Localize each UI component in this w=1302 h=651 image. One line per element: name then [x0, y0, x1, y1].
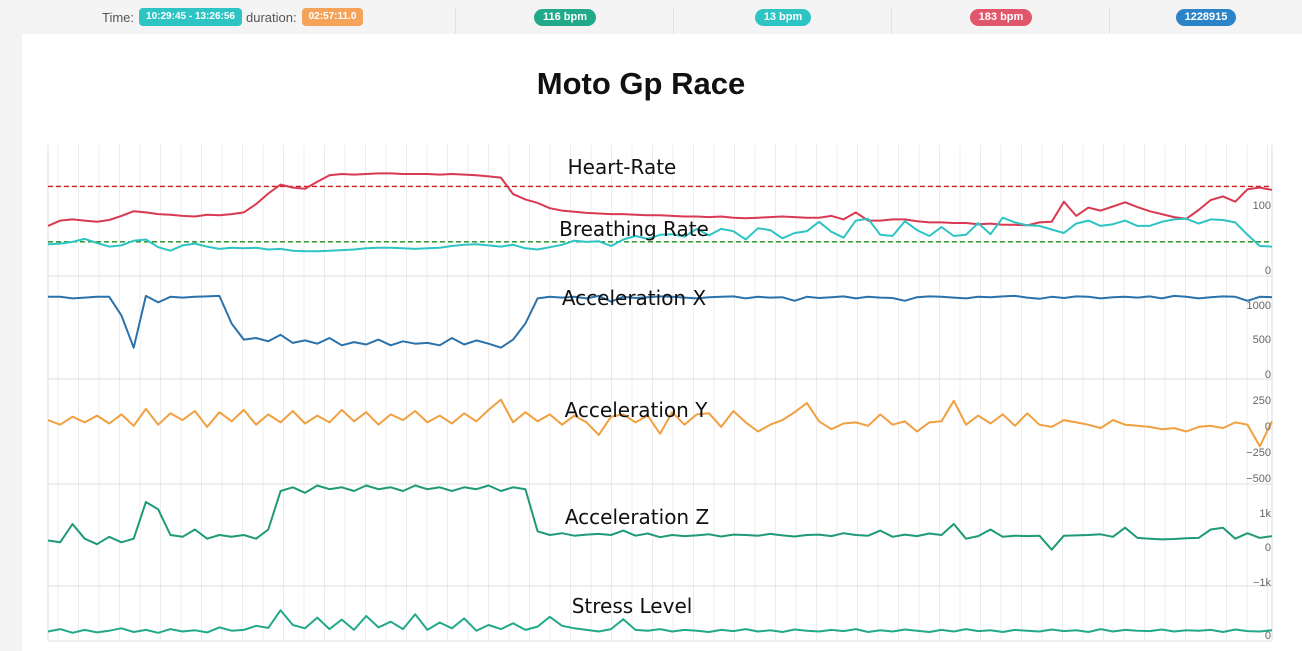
total-count-badge: 1228915: [1175, 8, 1237, 26]
y-tick-label: 1000: [1247, 300, 1271, 312]
duration-label: duration:: [245, 9, 297, 25]
stat-cell-max-heart-rate: 183 bpm: [892, 0, 1110, 34]
y-tick-label: 100: [1253, 200, 1271, 212]
y-tick-label: 1k: [1259, 508, 1271, 520]
duration-badge: 02:57:11.0: [301, 8, 364, 26]
panel-title: Acceleration X: [562, 286, 707, 310]
panel-title-secondary: Breathing Rate: [559, 217, 709, 241]
series-line: [47, 398, 1273, 448]
series-line: [47, 484, 1273, 551]
stat-cell-total: 1228915: [1110, 0, 1302, 34]
series-line: [47, 294, 1273, 349]
y-tick-label: 0: [1265, 265, 1271, 277]
stat-cell-breathing-rate: 13 bpm: [674, 0, 892, 34]
avg-heart-rate-badge: 116 bpm: [533, 8, 597, 26]
y-tick-label: 500: [1253, 334, 1271, 346]
series-line: [47, 609, 1273, 634]
time-range-badge: 10:29:45 - 13:26:56: [139, 8, 242, 26]
left-gutter: [0, 0, 22, 651]
panel-title: Heart-Rate: [568, 155, 677, 179]
y-tick-label: 250: [1253, 395, 1271, 407]
y-tick-label: 0: [1265, 421, 1271, 433]
breathing-rate-badge: 13 bpm: [754, 8, 812, 26]
panel-title: Acceleration Z: [565, 505, 709, 529]
time-cell: Time: 10:29:45 - 13:26:56 duration: 02:5…: [102, 0, 432, 34]
y-tick-label: −1k: [1253, 577, 1272, 589]
panel-title: Stress Level: [572, 594, 693, 618]
stats-bar: Time: 10:29:45 - 13:26:56 duration: 02:5…: [22, 0, 1302, 34]
y-tick-label: 0: [1265, 369, 1271, 381]
y-tick-label: 0: [1265, 542, 1271, 554]
max-heart-rate-badge: 183 bpm: [969, 8, 1033, 26]
stats-divider: [673, 8, 674, 34]
stat-cell-avg-heart-rate: 116 bpm: [456, 0, 674, 34]
series-line: [47, 216, 1273, 253]
time-label: Time:: [102, 9, 135, 25]
page-title: Moto Gp Race: [536, 66, 746, 101]
stats-divider: [891, 8, 892, 34]
series-line: [47, 172, 1273, 227]
stats-divider: [1109, 8, 1110, 34]
panel-title: Acceleration Y: [565, 398, 709, 422]
stats-divider: [455, 8, 456, 34]
y-tick-label: −500: [1246, 473, 1271, 485]
y-tick-label: −250: [1246, 447, 1271, 459]
y-tick-label: 0: [1265, 630, 1271, 642]
